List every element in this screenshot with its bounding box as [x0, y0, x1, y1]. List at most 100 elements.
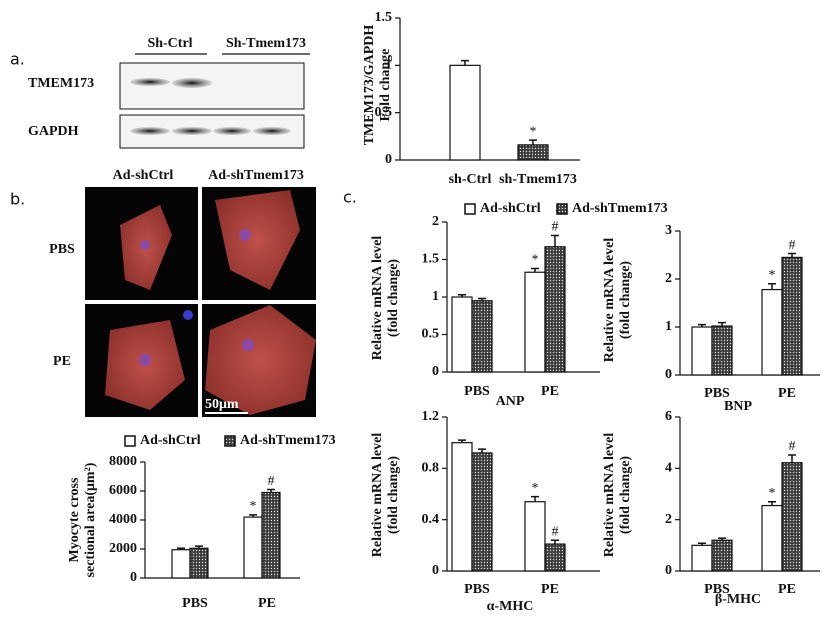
- legend-key: [464, 203, 476, 215]
- y-tick-label: 2: [665, 271, 672, 286]
- y-tick-label: 4000: [109, 512, 137, 527]
- blot-group: Sh-Ctrl: [147, 36, 192, 51]
- x-tick-label: PBS: [464, 582, 490, 597]
- x-tick-label: sh-Tmem173: [499, 172, 577, 187]
- bar: [524, 271, 546, 373]
- bar: [451, 442, 473, 572]
- bar: [189, 547, 209, 579]
- error-bar: [718, 321, 726, 327]
- micrograph-row: PE: [53, 354, 71, 369]
- significance-mark: #: [552, 220, 559, 235]
- bar: [761, 504, 783, 572]
- blot-group: Sh-Tmem173: [226, 36, 306, 51]
- significance-mark: *: [532, 253, 539, 268]
- panel-label: b.: [10, 190, 25, 209]
- error-bar: [788, 454, 796, 463]
- x-tick-label: PBS: [704, 582, 730, 597]
- blot-row: TMEM173: [28, 76, 94, 91]
- y-tick-label: 0.5: [422, 327, 440, 342]
- x-axis-label: α-MHC: [487, 599, 534, 614]
- bar: [449, 64, 481, 161]
- y-axis-label: Relative mRNA level: [370, 236, 385, 361]
- y-tick-label: 8000: [109, 454, 137, 469]
- error-bar: [788, 252, 796, 258]
- bar: [781, 462, 803, 572]
- micrograph-column: Ad-shTmem173: [208, 168, 304, 183]
- y-tick-label: 0.4: [422, 512, 440, 527]
- y-tick-label: 0.5: [375, 105, 393, 120]
- legend-label: Ad-shTmem173: [572, 201, 668, 216]
- x-tick-label: sh-Ctrl: [449, 172, 492, 187]
- significance-mark: #: [268, 474, 275, 489]
- y-axis-label: (fold change): [386, 259, 401, 338]
- error-bar: [718, 537, 726, 541]
- bar: [261, 491, 281, 579]
- panel-label: a.: [10, 50, 25, 69]
- error-bar: [195, 545, 203, 549]
- y-tick-label: 0: [432, 563, 439, 578]
- panel-label: c.: [343, 188, 357, 207]
- x-tick-label: PE: [541, 582, 559, 597]
- y-tick-label: 1: [432, 289, 439, 304]
- bar: [691, 326, 713, 376]
- bar: [517, 144, 549, 161]
- x-tick-label: PBS: [182, 596, 208, 611]
- error-bar: [531, 495, 539, 502]
- bar: [781, 256, 803, 376]
- y-tick-label: 2000: [109, 541, 137, 556]
- bar: [243, 516, 263, 579]
- legend-label: Ad-shTmem173: [240, 433, 336, 448]
- y-tick-label: 0.8: [422, 461, 440, 476]
- y-axis-label: Fold change: [378, 49, 393, 122]
- y-tick-label: 1.5: [422, 252, 440, 267]
- error-bar: [768, 500, 776, 506]
- bar: [711, 539, 733, 572]
- error-bar: [768, 283, 776, 290]
- significance-mark: *: [532, 481, 539, 496]
- y-tick-label: 0: [665, 563, 672, 578]
- x-tick-label: PBS: [464, 384, 490, 399]
- y-tick-label: 0: [432, 364, 439, 379]
- x-tick-label: PE: [778, 582, 796, 597]
- x-tick-label: PBS: [704, 386, 730, 401]
- error-bar: [698, 542, 706, 546]
- x-axis-label: β-MHC: [715, 592, 761, 607]
- legend-key: [124, 435, 136, 447]
- significance-mark: #: [789, 439, 796, 454]
- error-bar: [177, 547, 185, 550]
- error-bar: [529, 139, 537, 145]
- y-tick-label: 3: [665, 223, 672, 238]
- bar: [691, 544, 713, 572]
- y-tick-label: 1: [665, 319, 672, 334]
- micrograph-column: Ad-shCtrl: [113, 168, 174, 183]
- x-tick-label: PE: [778, 386, 796, 401]
- micrograph-image: [85, 187, 316, 417]
- bar: [544, 246, 566, 373]
- y-tick-label: 6000: [109, 483, 137, 498]
- error-bar: [249, 514, 257, 518]
- bar: [544, 543, 566, 572]
- error-bar: [531, 267, 539, 273]
- bar: [451, 296, 473, 373]
- significance-mark: *: [250, 499, 257, 514]
- error-bar: [267, 488, 275, 493]
- bar: [471, 300, 493, 373]
- significance-mark: *: [530, 124, 537, 139]
- significance-mark: #: [552, 524, 559, 539]
- y-tick-label: 1.5: [375, 10, 393, 25]
- bar: [471, 452, 493, 572]
- significance-mark: #: [789, 238, 796, 253]
- error-bar: [478, 297, 486, 301]
- error-bar: [551, 539, 559, 545]
- y-axis-label: Relative mRNA level: [370, 433, 385, 558]
- bar: [761, 288, 783, 376]
- y-tick-label: 4: [665, 461, 672, 476]
- x-axis-label: BNP: [724, 399, 752, 414]
- y-axis-label: TMEM173/GAPDH: [362, 25, 377, 146]
- bar: [711, 325, 733, 376]
- y-axis-label: Myocyte cross: [67, 477, 82, 562]
- y-tick-label: 2: [665, 512, 672, 527]
- blot-image: [119, 62, 305, 149]
- y-tick-label: 6: [665, 409, 672, 424]
